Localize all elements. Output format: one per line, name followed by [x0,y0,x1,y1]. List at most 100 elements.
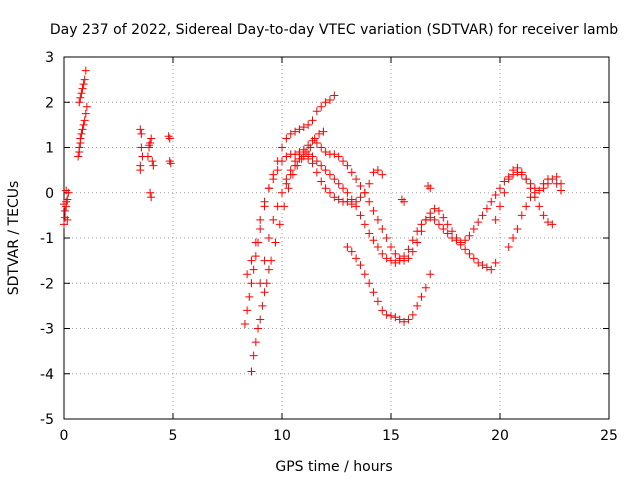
data-point [496,184,504,193]
data-point [325,188,334,197]
chart-title: Day 237 of 2022, Sidereal Day-to-day VTE… [50,22,618,38]
data-point [247,279,256,288]
data-point [430,215,439,224]
data-point [557,186,566,195]
series-arc-b [247,127,328,376]
data-point [330,193,339,202]
data-point [343,243,352,252]
data-point [308,152,317,161]
data-point [391,313,400,322]
data-point [136,166,145,175]
data-point [395,315,404,324]
data-point [365,179,374,188]
y-tick-label: 2 [45,95,54,111]
y-axis-label: SDTVAR / TECUs [6,181,22,296]
data-point [330,91,339,100]
series-arc-d [256,136,500,288]
y-tick-label: 3 [45,50,54,66]
data-point [461,236,470,245]
data-point [347,200,356,209]
data-point [308,159,317,168]
data-point [369,206,378,215]
data-point [146,188,155,197]
data-point [317,102,326,111]
data-point [282,179,291,188]
data-point [378,249,387,258]
data-point [500,177,509,186]
data-point [76,93,85,102]
data-point [387,243,395,252]
data-point [482,263,491,272]
data-point [319,127,328,136]
data-point [356,211,365,220]
data-point [254,324,263,333]
y-tick-label: 1 [45,141,54,157]
data-point [352,197,361,206]
data-point [275,220,284,229]
data-point [269,175,278,184]
data-point [75,98,84,107]
data-point [136,125,145,134]
data-point [448,227,457,236]
data-point [408,247,417,256]
data-point [278,188,286,197]
data-point [249,265,258,274]
data-point [137,129,146,138]
data-point [491,258,500,267]
data-point [517,168,526,177]
x-tick-label: 20 [491,428,509,444]
series-cluster-4h [136,125,175,202]
data-point [439,213,448,222]
data-point [522,202,531,211]
data-point [391,249,400,258]
x-tick-label: 0 [60,428,69,444]
data-point [347,247,356,256]
data-point [286,170,295,179]
data-point [417,227,426,236]
data-point [356,181,365,190]
data-point [530,188,539,197]
data-point [260,256,269,265]
data-point [166,159,175,168]
data-point [535,202,544,211]
data-point [526,184,535,193]
data-point [278,143,286,152]
data-point [413,301,422,310]
data-point [378,170,387,179]
data-point [465,249,474,258]
data-point [369,236,378,245]
data-point [543,218,552,227]
data-point [426,184,435,193]
data-point [443,229,452,238]
data-point [64,188,73,197]
data-point [243,270,252,279]
data-point [62,197,71,206]
data-point [373,166,382,175]
data-point [424,181,433,190]
data-point [352,175,361,184]
data-point [339,184,348,193]
series-cluster-1h [74,66,91,161]
data-point [421,215,430,224]
data-point [321,184,330,193]
data-point [256,315,265,324]
data-point [522,175,531,184]
data-point [482,204,491,213]
data-point [373,215,382,224]
x-tick-label: 25 [600,428,618,444]
data-point [474,218,483,227]
data-point [343,188,352,197]
data-point [149,161,158,170]
data-point [526,193,535,202]
data-marks [60,66,566,376]
data-point [143,152,152,161]
data-point [539,179,548,188]
data-point [264,234,273,242]
data-point [74,152,83,161]
data-point [165,157,174,166]
data-point [264,184,273,193]
data-point [137,143,146,152]
data-point [271,238,280,247]
data-point [352,254,361,263]
data-point [245,292,254,301]
